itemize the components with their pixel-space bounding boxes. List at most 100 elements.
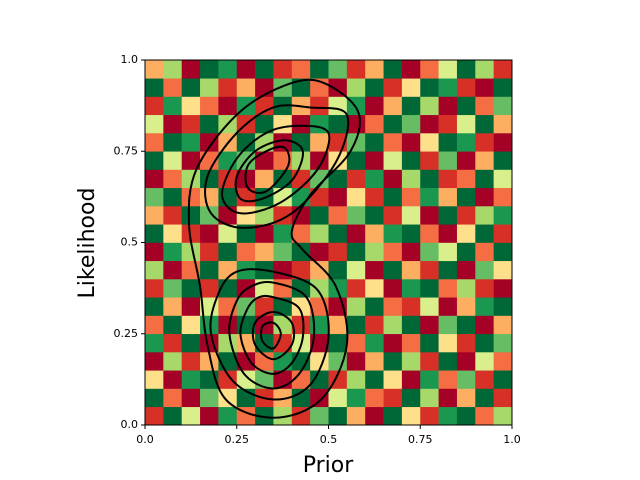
cell [346,406,366,426]
cell [145,133,164,152]
cell [255,114,274,134]
cell [328,406,348,426]
cell [291,78,311,97]
cell [273,169,293,189]
cell [181,78,201,97]
cell [438,224,458,243]
y-tick-label: 0.5 [121,236,139,249]
cell [218,406,238,426]
cell [328,187,348,207]
cell [163,406,182,426]
cell [145,224,164,243]
cell [200,114,219,134]
cell [420,78,439,97]
cell [456,279,476,298]
cell [438,297,458,316]
cell [236,242,256,262]
cell [401,187,421,207]
cell [145,333,164,353]
cell [401,260,421,280]
cell [328,78,348,97]
cell [145,206,164,225]
cell [475,78,494,97]
cell [328,242,348,262]
cell [493,315,513,335]
cell [145,151,164,170]
cell [438,187,458,207]
cell [475,96,494,116]
cell [310,133,329,152]
cell [401,60,421,79]
cell [163,224,182,243]
cell [420,260,439,280]
cell [181,370,201,389]
cell [475,151,494,170]
cell [328,114,348,134]
cell [346,224,366,243]
cell [255,224,274,243]
cell [365,206,384,225]
cell [163,352,182,371]
cell [438,96,458,116]
cell [181,224,201,243]
cell [438,151,458,170]
cell [291,315,311,335]
cell [255,370,274,389]
cell [401,133,421,152]
cell [493,114,513,134]
x-tick-label: 0.0 [136,433,154,446]
cell [438,406,458,426]
cell [218,60,238,79]
y-tick-label: 0.25 [114,327,139,340]
cell [365,187,384,207]
y-tick-label: 1.0 [121,53,139,66]
cell [420,315,439,335]
cell [181,96,201,116]
cell [328,352,348,371]
cell [383,333,403,353]
cell [200,297,219,316]
cell [236,297,256,316]
cell [163,187,182,207]
cell [181,406,201,426]
cell [438,206,458,225]
contour-line [204,104,350,229]
cell [365,169,384,189]
cell [346,315,366,335]
contour-line [187,78,361,419]
cell [163,206,182,225]
cell [181,333,201,353]
cell [475,60,494,79]
cell [255,96,274,116]
heatmap [145,60,513,426]
x-axis-label: Prior [303,453,354,478]
cell [346,279,366,298]
cell [475,315,494,335]
cell [181,133,201,152]
cell [145,96,164,116]
cell [438,78,458,97]
cell [236,206,256,225]
cell [163,242,182,262]
cell [401,224,421,243]
cell [438,370,458,389]
cell [145,187,164,207]
cell [291,279,311,298]
cell [493,352,513,371]
cell [420,206,439,225]
cell [456,260,476,280]
cell [346,169,366,189]
cell [291,169,311,189]
cell [163,315,182,335]
cell [456,151,476,170]
x-tick-label: 1.0 [503,433,521,446]
cell [236,133,256,152]
cell [346,260,366,280]
cell [181,279,201,298]
cell [383,297,403,316]
x-tick-label: 0.5 [320,433,338,446]
cell [420,370,439,389]
cell [475,370,494,389]
cell [145,260,164,280]
cell [273,224,293,243]
